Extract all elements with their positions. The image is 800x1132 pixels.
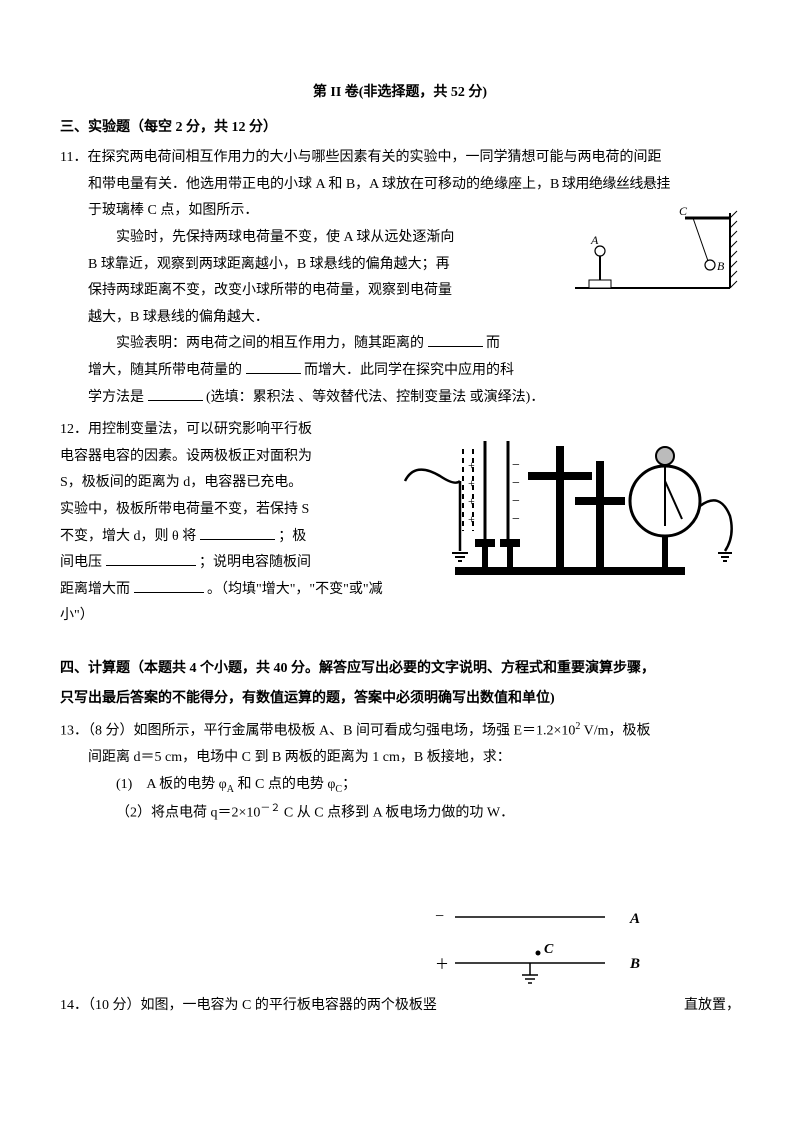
svg-text:C: C bbox=[679, 204, 688, 218]
svg-text:＋: ＋ bbox=[435, 958, 449, 973]
figure-q12: + + + + − − − − bbox=[400, 421, 740, 592]
figure-q13-wrap: − A C ＋ B bbox=[60, 903, 740, 993]
section4-title-l2: 只写出最后答案的不能得分，有数值运算的题，答案中必须明确写出数值和单位) bbox=[60, 686, 740, 713]
q11-l8b: 而 bbox=[486, 336, 500, 351]
svg-text:A: A bbox=[629, 911, 640, 927]
section3-title: 三、实验题（每空 2 分，共 12 分） bbox=[60, 115, 740, 142]
svg-text:−: − bbox=[512, 458, 520, 473]
q12-l5b: ；说明电容随板间 bbox=[199, 555, 311, 570]
q11-line10: 学方法是 (选填：累积法 、等效替代法、控制变量法 或演绎法)． bbox=[60, 385, 740, 412]
blank-method[interactable] bbox=[148, 386, 203, 401]
blank-charge[interactable] bbox=[246, 359, 301, 374]
q13-l4: （2）将点电荷 q＝2×10－２ C 从 C 点移到 A 板电场力做的功 W． bbox=[60, 799, 740, 827]
q11-l10a: 学方法是 bbox=[88, 390, 144, 405]
q12-l5a: 间电压 bbox=[60, 555, 102, 570]
q11-l8a: 实验表明：两电荷之间的相互作用力，随其距离的 bbox=[116, 336, 424, 351]
section4-title-l1: 四、计算题（本题共 4 个小题，共 40 分。解答应写出必要的文字说明、方程式和… bbox=[60, 656, 740, 683]
q13-l4a: （2）将点电荷 q＝2×10 bbox=[116, 805, 260, 820]
q11-l2-left: 和带电量有关．他选用带正电的小球 A 和 B，A 球放在可移动的绝缘座上， bbox=[88, 177, 550, 192]
q11-line9: 增大，随其所带电荷量的 而增大．此同学在探究中应用的科 bbox=[60, 358, 740, 385]
q11-l9a: 增大，随其所带电荷量的 bbox=[88, 363, 242, 378]
figure-q11: C B A bbox=[565, 198, 740, 309]
q11-line1: 11．在探究两电荷间相互作用力的大小与哪些因素有关的实验中，一同学猜想可能与两电… bbox=[60, 145, 740, 172]
svg-text:−: − bbox=[435, 908, 444, 925]
question-14: 14．（10 分）如图，一电容为 C 的平行板电容器的两个极板竖 直放置， bbox=[60, 993, 740, 1020]
svg-text:B: B bbox=[629, 956, 640, 972]
q11-l2-right: B 球用绝缘丝线悬挂 bbox=[550, 177, 670, 192]
q13-l1b: V/m，极板 bbox=[580, 724, 650, 739]
svg-text:A: A bbox=[590, 233, 599, 247]
q11-line8: 实验表明：两电荷之间的相互作用力，随其距离的 而 bbox=[60, 331, 740, 358]
q12-l6a: 距离增大而 bbox=[60, 582, 130, 597]
blank-capacitance[interactable] bbox=[134, 578, 204, 593]
svg-text:−: − bbox=[512, 512, 520, 527]
svg-text:+: + bbox=[468, 494, 475, 508]
q13-l3: (1) A 板的电势 φA 和 C 点的电势 φC； bbox=[60, 772, 740, 799]
q14-l1b: 直放置， bbox=[684, 993, 740, 1020]
q13-l3a: (1) A 板的电势 φ bbox=[116, 777, 227, 792]
svg-text:−: − bbox=[512, 494, 520, 509]
figure-q13: − A C ＋ B bbox=[430, 903, 660, 1004]
q13-l1: 13．（8 分）如图所示，平行金属带电极板 A、B 间可看成匀强电场，场强 E＝… bbox=[60, 717, 740, 745]
q13-exp-neg2: －２ bbox=[260, 803, 280, 814]
q12-l4a: 实验中，极板所带电荷量不变，若保持 S bbox=[60, 502, 309, 517]
q13-l2: 间距离 d＝5 cm，电场中 C 到 B 两板的距离为 1 cm，B 板接地，求… bbox=[60, 745, 740, 772]
q12-l4b: 不变，增大 d，则 θ 将 bbox=[60, 529, 196, 544]
q13-l3c: ； bbox=[342, 777, 356, 792]
question-12: + + + + − − − − bbox=[60, 417, 740, 630]
svg-text:+: + bbox=[468, 458, 475, 472]
sub-A: A bbox=[227, 784, 234, 795]
blank-distance[interactable] bbox=[428, 332, 483, 347]
sheet-header: 第 II 卷(非选择题，共 52 分) bbox=[60, 80, 740, 107]
q11-line2: 和带电量有关．他选用带正电的小球 A 和 B，A 球放在可移动的绝缘座上，B 球… bbox=[60, 172, 740, 199]
svg-text:+: + bbox=[468, 512, 475, 526]
q13-l3b: 和 C 点的电势 φ bbox=[234, 777, 335, 792]
svg-text:+: + bbox=[468, 476, 475, 490]
question-13: 13．（8 分）如图所示，平行金属带电极板 A、B 间可看成匀强电场，场强 E＝… bbox=[60, 717, 740, 827]
svg-text:−: − bbox=[512, 476, 520, 491]
q11-l9b: 而增大．此同学在探究中应用的科 bbox=[304, 363, 514, 378]
q12-l4c: ；极 bbox=[278, 529, 306, 544]
q13-l4b: C 从 C 点移到 A 板电场力做的功 W． bbox=[280, 805, 514, 820]
q14-l1a: 14．（10 分）如图，一电容为 C 的平行板电容器的两个极板竖 bbox=[60, 993, 437, 1020]
question-11: 11．在探究两电荷间相互作用力的大小与哪些因素有关的实验中，一同学猜想可能与两电… bbox=[60, 145, 740, 411]
svg-text:B: B bbox=[717, 259, 725, 273]
svg-text:C: C bbox=[544, 942, 554, 957]
blank-voltage[interactable] bbox=[106, 551, 196, 566]
blank-theta[interactable] bbox=[200, 525, 275, 540]
q11-l10b: (选填：累积法 、等效替代法、控制变量法 或演绎法)． bbox=[206, 390, 544, 405]
q13-l1a: 13．（8 分）如图所示，平行金属带电极板 A、B 间可看成匀强电场，场强 E＝… bbox=[60, 724, 575, 739]
